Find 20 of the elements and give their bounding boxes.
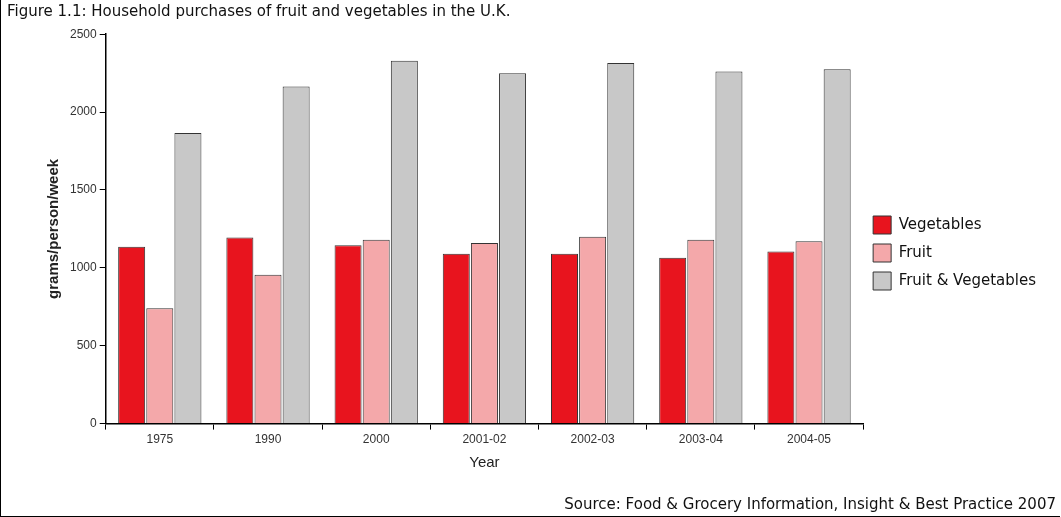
chart-title: Figure 1.1: Household purchases of fruit and vegetables in the U.K. xyxy=(7,2,511,20)
legend-label: Fruit & Vegetables xyxy=(898,270,1037,289)
y-tick-label: 2000 xyxy=(69,104,98,119)
x-tick-label: 1975 xyxy=(146,432,174,447)
y-axis-title: grams/person/week xyxy=(44,158,62,299)
x-tick-label: 2004-05 xyxy=(787,432,832,447)
y-tick-label: 1000 xyxy=(69,260,98,275)
x-tick-label: 2002-03 xyxy=(570,432,615,447)
legend-label: Fruit xyxy=(898,242,932,261)
x-tick-label: 1990 xyxy=(254,432,282,447)
x-tick-label: 2001-02 xyxy=(462,432,507,447)
y-tick-label: 0 xyxy=(90,415,98,430)
source-note: Source: Food & Grocery Information, Insight & Best Practice 2007 xyxy=(564,495,1056,513)
y-tick-label: 1500 xyxy=(69,182,98,197)
x-tick-label: 2003-04 xyxy=(678,432,724,447)
x-axis-title: Year xyxy=(469,453,500,471)
y-tick-label: 2500 xyxy=(69,26,98,41)
legend-label: Vegetables xyxy=(898,214,982,233)
y-tick-label: 500 xyxy=(76,338,98,353)
x-tick-label: 2000 xyxy=(362,432,390,447)
